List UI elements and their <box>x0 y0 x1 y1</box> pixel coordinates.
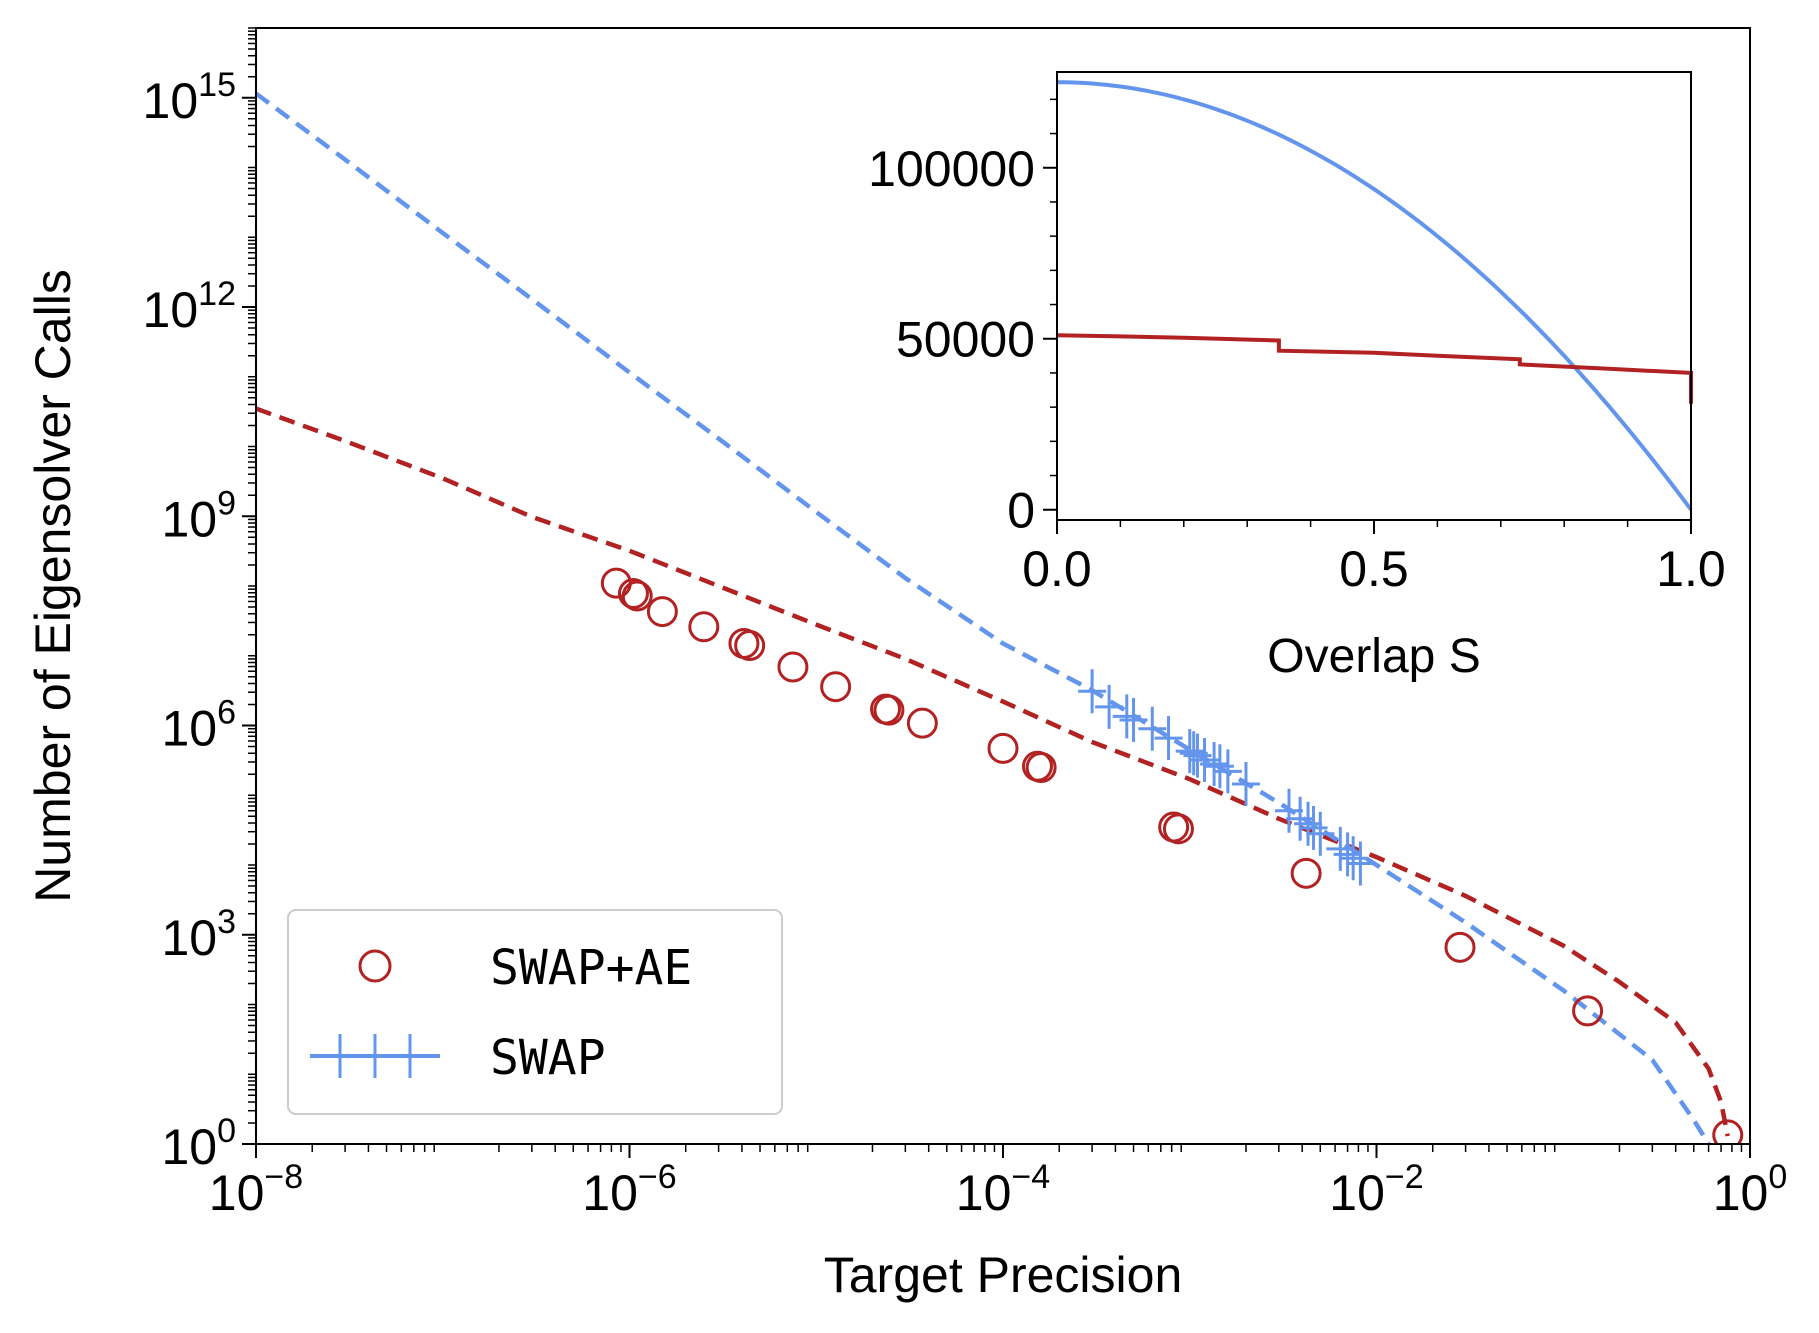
main-plot: 10−8 10−6 10−4 10−2 100 100 103 106 109 1012 1015… <box>25 27 1787 1303</box>
swap-point <box>1138 706 1167 751</box>
x-tick-label: 10−4 <box>956 1158 1050 1221</box>
swap-ae-point <box>1572 995 1604 1027</box>
inset-x-axis-label: Overlap S <box>1267 630 1480 683</box>
swap-ae-point <box>1444 931 1476 963</box>
swap-point <box>1200 742 1229 787</box>
main-series-layer <box>256 91 1744 1144</box>
swap-ae-point <box>617 578 649 610</box>
swap-point <box>1119 697 1148 742</box>
swap-point <box>1306 811 1335 856</box>
swap-point <box>1231 761 1260 806</box>
legend: SWAP+AE SWAP <box>287 909 783 1115</box>
main-y-ticks: 100 103 106 109 1012 1015 <box>143 66 256 1175</box>
y-tick-label: 109 <box>161 484 236 547</box>
swap-ae-point <box>688 611 720 643</box>
x-tick-label: 10−6 <box>582 1158 676 1221</box>
y-tick-label: 103 <box>161 903 236 966</box>
x-tick-label: 100 <box>1713 1158 1788 1221</box>
swap-point <box>1078 669 1107 714</box>
swap-ae-fit-line <box>256 406 1730 1137</box>
swap-ae-point <box>1162 813 1194 845</box>
swap-ae-point <box>906 707 938 739</box>
x-tick-label: 10−2 <box>1329 1158 1423 1221</box>
swap-ae-point <box>1025 751 1057 783</box>
main-minor-ticks <box>248 27 1743 1152</box>
swap-point <box>1175 729 1204 774</box>
y-tick-label: 100 <box>161 1112 236 1175</box>
swap-point <box>1095 684 1124 729</box>
swap-ae-point <box>820 671 852 703</box>
inset-swap-ae-line <box>1056 333 1693 404</box>
inset-x-tick-label: 0.0 <box>1022 541 1092 597</box>
legend-label-swap-ae: SWAP+AE <box>490 940 692 996</box>
legend-marker-swap-ae <box>358 949 392 983</box>
legend-label-swap: SWAP <box>490 1030 606 1086</box>
swap-ae-point <box>1290 857 1322 889</box>
swap-point <box>1154 716 1183 761</box>
inset-plot: 0.0 0.5 1.0 0 50000 100000 Overlap S <box>868 71 1726 683</box>
swap-point <box>1294 801 1323 846</box>
inset-x-tick-label: 1.0 <box>1656 541 1726 597</box>
swap-ae-point <box>621 580 653 612</box>
x-axis-label: Target Precision <box>824 1247 1183 1303</box>
swap-point <box>1299 805 1328 850</box>
inset-background <box>1057 72 1691 520</box>
y-tick-label: 1015 <box>143 66 236 129</box>
swap-point <box>1213 749 1242 794</box>
swap-point <box>1346 841 1375 886</box>
inset-y-tick-label: 50000 <box>896 312 1035 368</box>
main-x-ticks: 10−8 10−6 10−4 10−2 100 <box>209 1144 1787 1221</box>
swap-ae-point <box>777 651 809 683</box>
legend-marker-swap <box>310 1034 440 1078</box>
swap-ae-point <box>987 732 1019 764</box>
swap-point <box>1205 744 1234 789</box>
inset-x-tick-label: 0.5 <box>1339 541 1409 597</box>
swap-ae-point <box>873 694 905 726</box>
inset-series-layer <box>1056 80 1693 511</box>
y-tick-label: 106 <box>161 694 236 757</box>
swap-point <box>1339 836 1368 881</box>
inset-ticks: 0.0 0.5 1.0 0 50000 100000 <box>868 98 1726 597</box>
y-tick-label: 1012 <box>143 275 236 338</box>
swap-ae-point <box>1712 1119 1744 1144</box>
inset-y-tick-label: 0 <box>1007 483 1035 539</box>
x-tick-label: 10−8 <box>209 1158 303 1221</box>
swap-point <box>1333 832 1362 877</box>
inset-y-tick-label: 100000 <box>868 141 1035 197</box>
swap-point <box>1183 733 1212 778</box>
swap-point <box>1112 694 1141 739</box>
swap-point <box>1326 826 1355 871</box>
inset-swap-line <box>1057 80 1693 511</box>
swap-point <box>1275 788 1304 833</box>
swap-ae-point <box>734 630 766 662</box>
y-axis-label: Number of Eigensolver Calls <box>25 269 81 903</box>
legend-circle-marker <box>358 949 392 983</box>
swap-ae-point <box>646 596 678 628</box>
